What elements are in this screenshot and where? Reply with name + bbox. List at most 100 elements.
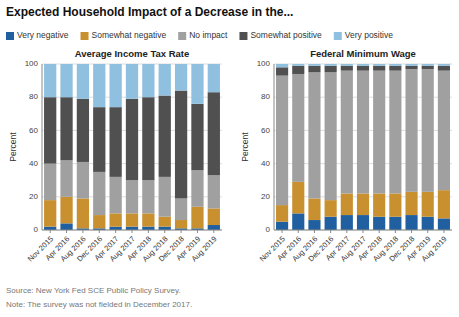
bar-segment [126,180,138,213]
bar-segment [110,213,122,226]
legend: Very negativeSomewhat negativeNo impactS… [6,30,393,40]
x-tick [197,230,198,233]
x-tick [298,230,299,233]
bar-segment [422,66,434,69]
x-tick [363,230,364,233]
bar-segment [373,71,385,194]
x-tick-label: Aug 2019 [190,234,219,263]
bar-segment [405,64,417,66]
bar-segment [276,76,288,205]
bar-segment [389,193,401,216]
x-tick [314,230,315,233]
bar-segment [93,64,105,107]
legend-swatch [239,32,247,40]
bar-segment [308,198,320,220]
bar-segment [373,217,385,230]
bar-segment [60,64,72,97]
x-tick [346,230,347,233]
bar-segment [422,64,434,66]
bar-segment [405,215,417,230]
bar-segment [175,220,187,228]
subtitle: Average Income Tax Rate [75,48,190,59]
y-tick-label: 80 [29,92,38,101]
bar-segment [159,64,171,96]
y-tick-label: 80 [261,92,270,101]
bar-segment [405,69,417,192]
bars [44,64,220,230]
x-tick [330,230,331,233]
bar-segment [175,91,187,199]
bar-segment [325,66,337,73]
bar-segment [308,64,320,66]
y-tick-label: 40 [261,159,270,168]
bar-segment [422,217,434,230]
bar-segment [357,66,369,71]
bar-segment [191,104,203,170]
bar-segment [93,107,105,172]
legend-swatch [178,32,186,40]
x-tick [213,230,214,233]
legend-swatch [6,32,14,40]
bar-segment [373,193,385,216]
bar-segment [373,66,385,71]
bar-segment [325,72,337,200]
bar-segment [110,177,122,214]
x-tick [164,230,165,233]
y-tick-label: 40 [29,159,38,168]
x-tick [66,230,67,233]
legend-label: Very positive [345,30,393,40]
bar-segment [308,66,320,73]
bar-segment [389,71,401,194]
x-tick [411,230,412,233]
x-tick [395,230,396,233]
bar-segment [208,175,220,208]
bar-segment [276,222,288,230]
bar-segment [292,64,304,66]
bar-segment [191,207,203,229]
bar-segment [191,64,203,104]
x-tick [282,230,283,233]
bar-segment [438,218,450,230]
y-axis-line [274,64,275,230]
x-tick [181,230,182,233]
bar-segment [405,66,417,69]
x-tick [379,230,380,233]
y-axis-label: Percent [8,132,18,162]
bar-segment [142,180,154,213]
x-tick [115,230,116,233]
bar-segment [341,64,353,66]
background [0,0,459,317]
bar-segment [325,200,337,217]
annotation: Note: The survey was not fielded in Dece… [6,300,192,309]
bar-segment [77,99,89,162]
x-tick [132,230,133,233]
bar-segment [159,96,171,177]
bar-segment [389,66,401,71]
bar-segment [60,97,72,160]
y-tick-label: 0 [34,225,39,234]
bar-segment [276,64,288,67]
legend-swatch [81,32,89,40]
bar-segment [438,66,450,71]
bar-segment [77,64,89,99]
bar-segment [389,64,401,66]
bar-segment [438,190,450,218]
legend-swatch [334,32,342,40]
plot: Average Income Tax Rate020406080100Perce… [8,48,222,264]
x-tick [443,230,444,233]
y-tick-label: 100 [257,59,271,68]
bars [276,64,450,230]
bar-segment [110,107,122,177]
bar-segment [373,64,385,66]
legend-label: Somewhat positive [250,30,322,40]
bar-segment [208,225,220,230]
bar-segment [126,64,138,99]
x-tick [50,230,51,233]
bar-segment [142,213,154,226]
title: Expected Household Impact of a Decrease … [6,5,293,19]
bar-segment [438,64,450,66]
legend-label: Somewhat negative [92,30,167,40]
bar-segment [93,172,105,215]
bar-segment [341,71,353,194]
bar-segment [208,92,220,175]
